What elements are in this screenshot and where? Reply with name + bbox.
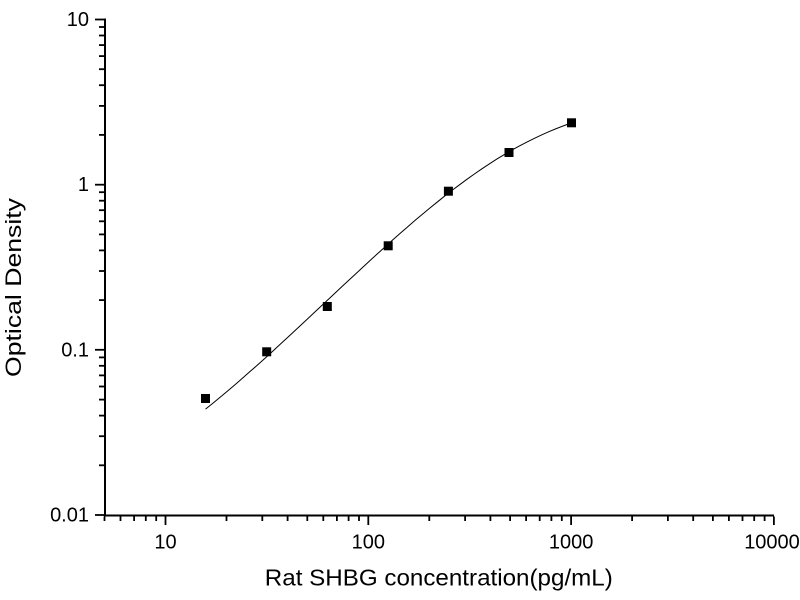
svg-text:Optical Density: Optical Density xyxy=(1,198,26,377)
svg-text:10: 10 xyxy=(67,9,89,31)
svg-text:1: 1 xyxy=(78,174,89,196)
svg-text:Rat SHBG concentration(pg/mL): Rat SHBG concentration(pg/mL) xyxy=(265,565,613,591)
svg-text:1000: 1000 xyxy=(549,532,594,554)
svg-text:0.1: 0.1 xyxy=(61,339,89,361)
svg-text:100: 100 xyxy=(352,532,385,554)
svg-text:0.01: 0.01 xyxy=(50,505,89,527)
svg-text:10000: 10000 xyxy=(744,532,800,554)
svg-text:10: 10 xyxy=(154,532,176,554)
